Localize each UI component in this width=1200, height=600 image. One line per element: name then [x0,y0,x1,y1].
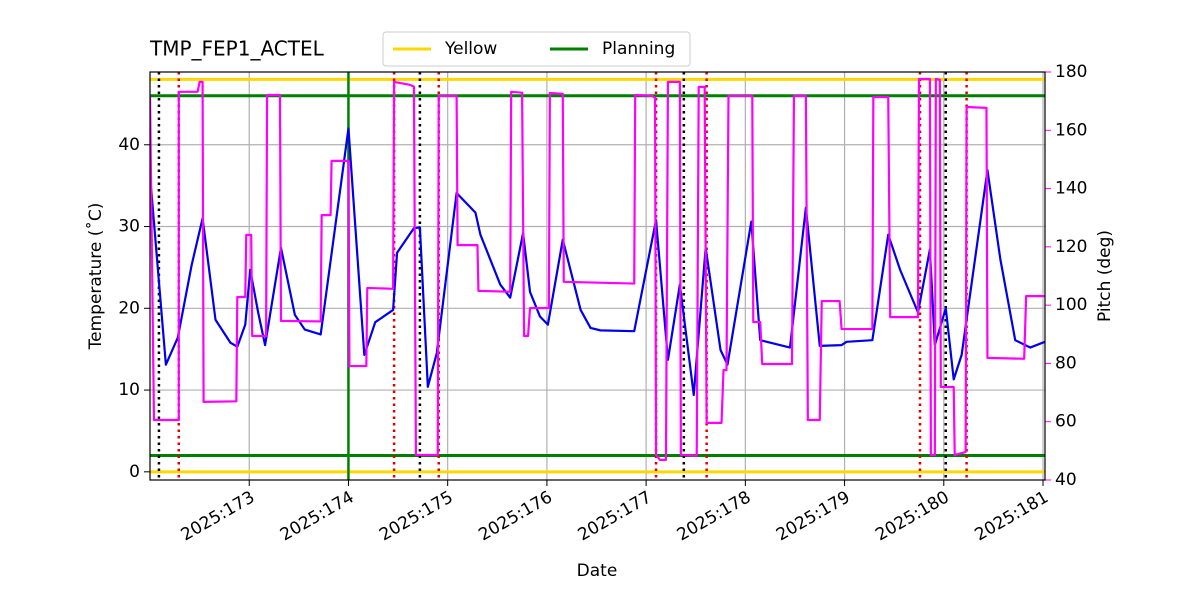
y-axis-label: Temperature (˚C) [85,203,106,351]
y2-tick-label: 100 [1055,295,1087,315]
y2-tick-label: 180 [1055,62,1087,82]
y2-axis-label: Pitch (deg) [1095,230,1115,322]
y2-tick-label: 120 [1055,237,1087,257]
y-tick-label: 30 [118,217,140,237]
y2-tick-label: 60 [1055,412,1077,432]
y-tick-label: 10 [118,380,140,400]
plot-area [150,72,1045,480]
plot-frame [149,71,1046,481]
y2-tick-label: 80 [1055,353,1077,373]
y2-tick-label: 160 [1055,120,1087,140]
legend-label: Planning [602,39,675,59]
chart-title: TMP_FEP1_ACTEL [149,37,325,61]
x-axis-label: Date [577,561,618,581]
y-tick-label: 0 [129,462,140,482]
data-line [150,77,1045,461]
legend: Yellow Planning [382,31,691,67]
y2-tick-label: 140 [1055,179,1087,199]
legend-label: Yellow [444,39,497,59]
y-tick-label: 20 [118,298,140,318]
legend-box [382,31,691,67]
y2-tick-label: 40 [1055,470,1077,490]
data-line [150,127,1045,397]
y-tick-label: 40 [118,135,140,155]
